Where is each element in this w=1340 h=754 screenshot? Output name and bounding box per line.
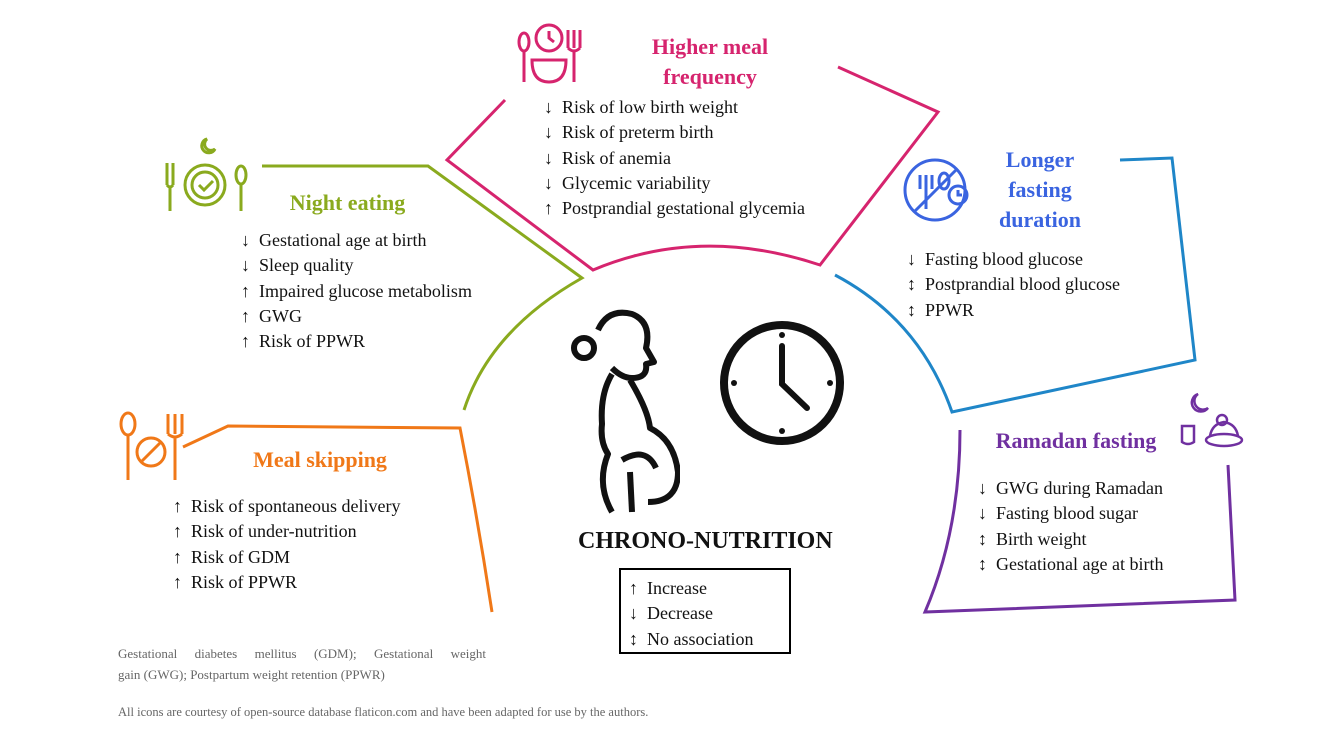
list-item: ↕ Postprandial blood glucose bbox=[907, 274, 1120, 295]
abbreviations-footnote: Gestational diabetes mellitus (GDM); Ges… bbox=[118, 643, 486, 685]
meal-skipping-title: Meal skipping bbox=[253, 447, 387, 472]
list-item: ↓ GWG during Ramadan bbox=[978, 478, 1163, 498]
longer-fasting-list: ↓ Fasting blood glucose ↕ Postprandial blo… bbox=[907, 247, 1120, 323]
list-item: ↑ Postprandial gestational glycemia bbox=[544, 198, 805, 219]
moon-plate-check-icon bbox=[165, 137, 248, 211]
list-item: ↑ Risk of under-nutrition bbox=[173, 521, 357, 542]
list-item: ↓ Fasting blood sugar bbox=[978, 503, 1138, 524]
night-eating-border bbox=[262, 164, 585, 411]
meal-skipping-list: ↑ Risk of spontaneous delivery ↑ Risk of u… bbox=[173, 494, 400, 595]
legend-item-decrease: ↓ Decrease bbox=[629, 603, 713, 624]
footnote-line: Gestational diabetes mellitus (GDM); Ges… bbox=[118, 646, 486, 661]
center-title: CHRONO-NUTRITION bbox=[578, 528, 833, 554]
higher-meal-frequency-border bbox=[444, 65, 941, 272]
footnote-line: gain (GWG); Postpartum weight retention … bbox=[118, 667, 385, 682]
list-item: ↕ PPWR bbox=[907, 299, 975, 320]
ramadan-fasting-list: ↓ GWG during Ramadan ↓ Fasting blood sugar… bbox=[978, 476, 1163, 577]
list-item: ↕ Birth weight bbox=[978, 528, 1087, 549]
list-item: ↕ Gestational age at birth bbox=[978, 553, 1164, 574]
list-item: ↓ Sleep quality bbox=[241, 255, 354, 276]
pregnant-woman-icon bbox=[571, 309, 680, 514]
title-line: duration bbox=[999, 207, 1081, 232]
icon-credit-footnote: All icons are courtesy of open-source da… bbox=[118, 705, 649, 719]
list-item: ↓ Glycemic variability bbox=[544, 172, 711, 193]
list-item: ↑ Risk of spontaneous delivery bbox=[173, 496, 401, 516]
ramadan-fasting-title: Ramadan fasting bbox=[995, 428, 1157, 453]
night-eating-title: Night eating bbox=[289, 190, 406, 215]
no-plate-cutlery-icon bbox=[119, 411, 184, 480]
title-line: frequency bbox=[663, 64, 757, 89]
ramadan-border bbox=[922, 429, 1237, 614]
list-item: ↓ Gestational age at birth bbox=[241, 230, 427, 250]
longer-fasting-border bbox=[834, 156, 1197, 414]
legend-item-no-association: ↕ No association bbox=[629, 628, 754, 649]
title-line: fasting bbox=[1008, 177, 1072, 202]
list-item: ↓ Risk of low birth weight bbox=[544, 97, 738, 117]
longer-fasting-title: Longer fasting duration bbox=[985, 145, 1095, 235]
moon-food-icon bbox=[1180, 392, 1244, 448]
legend: ↑ Increase ↓ Decrease ↕ No association bbox=[619, 568, 791, 654]
list-item: ↑ Risk of PPWR bbox=[173, 571, 298, 592]
list-item: ↑ GWG bbox=[241, 305, 302, 326]
clock-icon bbox=[720, 321, 844, 445]
list-item: ↑ Risk of PPWR bbox=[241, 331, 366, 352]
list-item: ↑ Impaired glucose metabolism bbox=[241, 280, 472, 301]
no-eating-clock-icon bbox=[903, 158, 969, 222]
night-eating-list: ↓ Gestational age at birth ↓ Sleep quality… bbox=[241, 228, 472, 354]
legend-item-increase: ↑ Increase bbox=[629, 578, 707, 598]
clock-plate-cutlery-icon bbox=[517, 23, 582, 84]
list-item: ↓ Risk of preterm birth bbox=[544, 122, 714, 143]
title-line: Longer bbox=[1005, 147, 1075, 172]
title-line: Higher meal bbox=[651, 34, 769, 59]
higher-meal-frequency-title: Higher meal frequency bbox=[620, 32, 800, 92]
list-item: ↑ Risk of GDM bbox=[173, 546, 291, 567]
list-item: ↓ Fasting blood glucose bbox=[907, 249, 1083, 269]
meal-skipping-border bbox=[182, 424, 494, 613]
higher-meal-frequency-list: ↓ Risk of low birth weight ↓ Risk of prete… bbox=[544, 95, 805, 221]
list-item: ↓ Risk of anemia bbox=[544, 147, 671, 168]
